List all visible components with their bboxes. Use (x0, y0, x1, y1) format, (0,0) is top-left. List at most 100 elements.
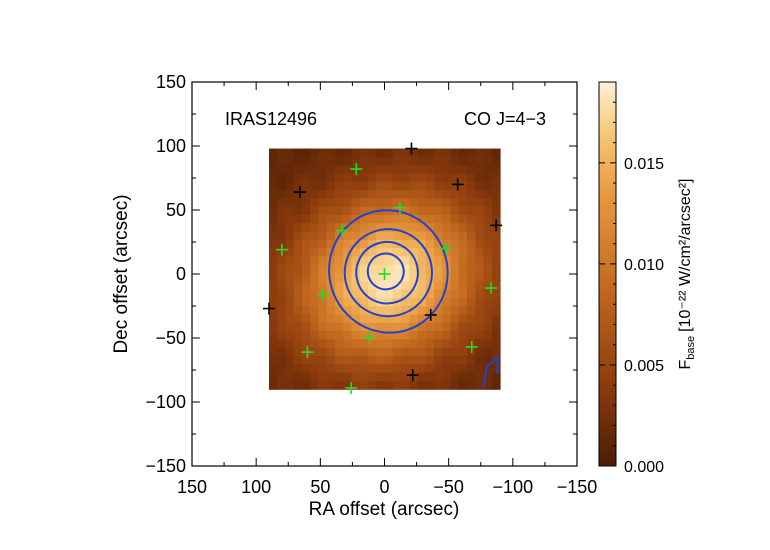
heatmap-cell (368, 380, 377, 390)
heatmap-cell (335, 256, 344, 266)
heatmap-cell (434, 289, 443, 299)
heatmap-cell (450, 165, 460, 175)
heatmap-cell (359, 297, 369, 307)
heatmap-cell (450, 181, 460, 191)
heatmap-cell (458, 306, 468, 316)
heatmap-cell (475, 190, 485, 199)
heatmap-cell (417, 331, 427, 341)
heatmap-cell (458, 173, 468, 183)
heatmap-cell (326, 181, 336, 191)
x-tick-label: 100 (241, 477, 271, 497)
heatmap-cell (335, 165, 344, 175)
heatmap-cell (475, 356, 485, 365)
heatmap-cell (302, 190, 311, 199)
heatmap-cell (368, 306, 377, 316)
heatmap-cell (310, 256, 320, 266)
heatmap-cell (318, 281, 328, 291)
heatmap-cell (483, 239, 493, 249)
heatmap-cell (277, 289, 287, 299)
heatmap-cell (425, 264, 435, 274)
heatmap-cell (277, 156, 287, 166)
heatmap-cell (318, 372, 328, 382)
heatmap-cell (450, 156, 460, 166)
heatmap-cell (442, 148, 452, 158)
heatmap-cell (475, 248, 485, 258)
heatmap-cell (302, 322, 311, 332)
contour-lines (328, 209, 499, 387)
heatmap-cell (335, 331, 344, 341)
heatmap-cell (293, 314, 303, 324)
heatmap-cell (335, 198, 344, 208)
heatmap-cell (326, 148, 336, 158)
heatmap-cell (277, 190, 287, 199)
heatmap-cell (425, 248, 435, 258)
heatmap-cell (368, 173, 377, 183)
heatmap-cell (442, 165, 452, 175)
heatmap-cell (359, 331, 369, 341)
heatmap-cell (376, 306, 386, 316)
heatmap-cell (475, 372, 485, 382)
heatmap-cell (359, 339, 369, 349)
heatmap-cell (392, 289, 402, 299)
heatmap-cell (450, 148, 460, 158)
heatmap-cell (450, 356, 460, 365)
heatmap-cell (384, 322, 394, 332)
heatmap-cell (335, 239, 344, 249)
heatmap-cell (384, 181, 394, 191)
x-tick-label: −150 (557, 477, 598, 497)
heatmap-cell (335, 289, 344, 299)
heatmap-cell (475, 156, 485, 166)
heatmap-cell (392, 273, 402, 282)
heatmap-cell (368, 372, 377, 382)
heatmap-cell (401, 223, 410, 233)
heatmap-cell (483, 173, 493, 183)
heatmap-cell (442, 356, 452, 365)
heatmap-cell (417, 380, 427, 390)
heatmap-cell (425, 198, 435, 208)
marker-green (345, 381, 358, 394)
heatmap-cell (285, 231, 295, 241)
heatmap-cell (458, 223, 468, 233)
heatmap-cell (434, 331, 443, 341)
heatmap-cell (384, 214, 394, 224)
heatmap-cell (491, 239, 501, 249)
marker-green (378, 268, 391, 280)
heatmap-cell (285, 264, 295, 274)
heatmap-cell (335, 264, 344, 274)
heatmap-cell (335, 173, 344, 183)
heatmap-cell (491, 322, 501, 332)
contour-level-3 (355, 240, 419, 305)
heatmap-cell (269, 248, 278, 258)
heatmap-cell (442, 173, 452, 183)
heatmap-cell (392, 380, 402, 390)
heatmap-cell (285, 331, 295, 341)
heatmap-cell (425, 148, 435, 158)
heatmap-cell (343, 165, 353, 175)
heatmap-cell (384, 314, 394, 324)
heatmap-cell (293, 239, 303, 249)
heatmap-cell (326, 339, 336, 349)
heatmap-cell (302, 206, 311, 216)
heatmap-cell (425, 156, 435, 166)
heatmap-cell (392, 356, 402, 365)
heatmap-cell (269, 339, 278, 349)
colorbar-tick-label: 0.015 (624, 156, 664, 173)
heatmap-cell (318, 214, 328, 224)
heatmap-cell (450, 239, 460, 249)
heatmap-cell (269, 380, 278, 390)
heatmap-cell (318, 223, 328, 233)
heatmap-cell (475, 239, 485, 249)
heatmap-cell (376, 156, 386, 166)
heatmap-cell (376, 190, 386, 199)
heatmap-cell (277, 356, 287, 365)
heatmap-cell (401, 214, 410, 224)
marker-green (350, 163, 363, 176)
heatmap-cell (302, 306, 311, 316)
heatmap-cell (376, 314, 386, 324)
heatmap-cell (351, 356, 361, 365)
colorbar-tick-label: 0.000 (624, 459, 664, 476)
heatmap-cell (384, 297, 394, 307)
heatmap-cell (434, 380, 443, 390)
heatmap-cell (442, 322, 452, 332)
heatmap-cell (368, 314, 377, 324)
